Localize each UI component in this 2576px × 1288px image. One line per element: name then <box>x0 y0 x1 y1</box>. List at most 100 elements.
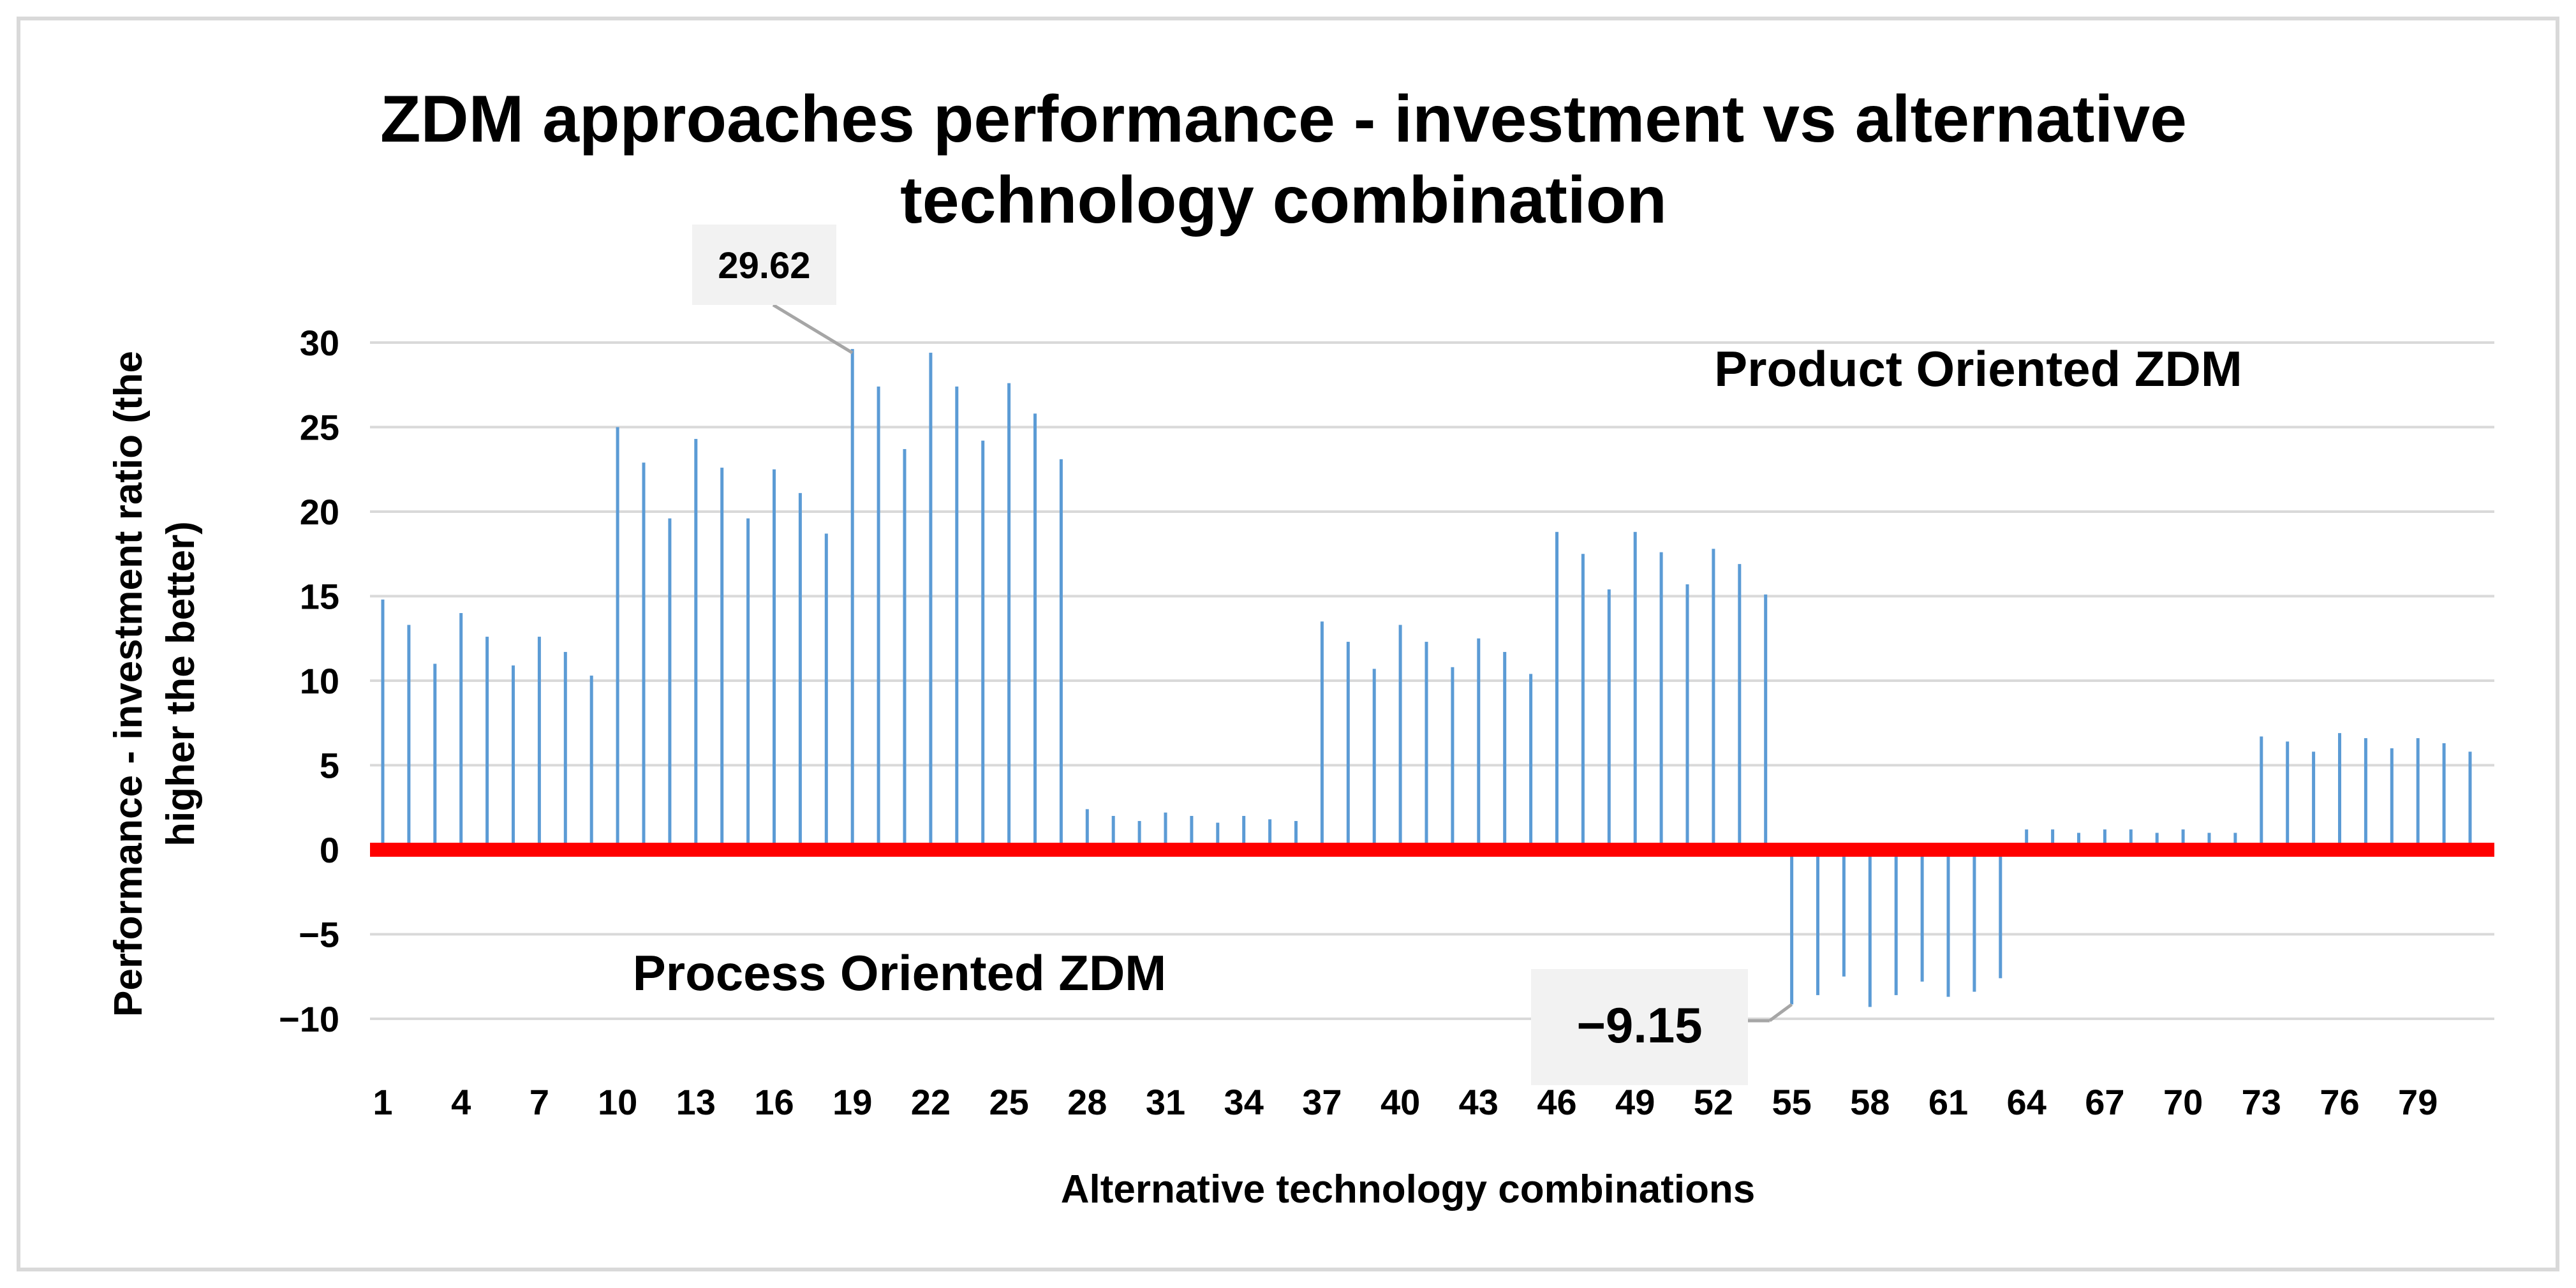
bar-73 <box>2260 736 2263 850</box>
y-tick-label: 30 <box>300 323 339 363</box>
bar-12 <box>668 518 672 850</box>
bar-75 <box>2312 751 2316 850</box>
chart-title-line-1: ZDM approaches performance - investment … <box>380 82 2187 156</box>
x-tick-label: 61 <box>1928 1082 1968 1122</box>
chart-title-line-2: technology combination <box>900 163 1667 237</box>
bar-40 <box>1398 625 1402 850</box>
bar-66 <box>2077 833 2080 850</box>
bar-46 <box>1555 531 1558 850</box>
bar-30 <box>1137 820 1141 850</box>
bar-77 <box>2364 738 2367 850</box>
bar-13 <box>694 439 698 850</box>
bar-54 <box>1764 594 1768 850</box>
bar-56 <box>1816 850 1819 995</box>
callout-max: 29.62 <box>692 225 854 355</box>
gridlines <box>370 341 2494 1020</box>
bar-31 <box>1164 812 1167 850</box>
x-tick-label: 70 <box>2163 1082 2203 1122</box>
bar-32 <box>1190 816 1194 850</box>
bar-7 <box>537 637 541 850</box>
bar-33 <box>1216 822 1220 850</box>
x-tick-label: 28 <box>1067 1082 1107 1122</box>
x-tick-label: 40 <box>1381 1082 1420 1122</box>
y-tick-label: 5 <box>320 746 339 786</box>
y-tick-labels: 30 25 20 15 10 5 0 −5 −10 <box>279 323 339 1039</box>
x-tick-label: 49 <box>1615 1082 1655 1122</box>
bar-9 <box>589 676 593 850</box>
bar-58 <box>1868 850 1872 1007</box>
bar-44 <box>1503 651 1507 850</box>
bar-16 <box>773 469 776 850</box>
bar-62 <box>1973 850 1976 992</box>
y-tick-label: −10 <box>279 999 339 1039</box>
bar-3 <box>433 663 437 850</box>
bar-35 <box>1268 819 1272 850</box>
y-tick-label: −5 <box>299 915 339 955</box>
bar-49 <box>1633 531 1637 850</box>
bar-38 <box>1346 642 1350 850</box>
bar-26 <box>1033 413 1037 850</box>
bar-61 <box>1946 850 1950 997</box>
chart-frame: 30 25 20 15 10 5 0 −5 −10 1 4 7 10 13 16 19 22 25 28 31 34 3… <box>17 17 2559 1271</box>
x-tick-label: 31 <box>1146 1082 1185 1122</box>
x-tick-label: 4 <box>451 1082 471 1122</box>
bar-42 <box>1451 667 1455 850</box>
bar-28 <box>1085 809 1089 850</box>
bar-57 <box>1842 850 1846 977</box>
bar-25 <box>1007 383 1011 850</box>
bar-41 <box>1425 642 1428 850</box>
y-tick-label: 0 <box>320 830 339 870</box>
bar-47 <box>1581 554 1585 850</box>
bar-80 <box>2442 743 2446 850</box>
bar-72 <box>2233 833 2237 850</box>
bar-19 <box>850 349 854 850</box>
x-tick-label: 1 <box>373 1082 392 1122</box>
bar-43 <box>1477 638 1481 850</box>
bar-20 <box>877 386 880 850</box>
annotation-process-oriented: Process Oriented ZDM <box>633 945 1167 1001</box>
bar-39 <box>1372 669 1376 850</box>
bar-50 <box>1659 552 1663 850</box>
y-tick-label: 25 <box>300 408 339 448</box>
bar-18 <box>824 533 828 850</box>
bar-4 <box>459 613 463 850</box>
bar-10 <box>616 427 619 850</box>
bar-53 <box>1738 564 1742 850</box>
x-tick-label: 22 <box>911 1082 951 1122</box>
bar-27 <box>1059 459 1063 850</box>
bar-64 <box>2025 829 2029 850</box>
x-tick-label: 73 <box>2242 1082 2281 1122</box>
bar-17 <box>798 492 802 850</box>
bar-1 <box>381 599 385 850</box>
x-tick-label: 46 <box>1537 1082 1576 1122</box>
x-tick-label: 43 <box>1459 1082 1499 1122</box>
x-tick-label: 67 <box>2085 1082 2124 1122</box>
bar-65 <box>2051 829 2055 850</box>
bar-15 <box>746 518 750 850</box>
y-tick-label: 20 <box>300 492 339 532</box>
callout-max-box <box>692 225 836 305</box>
x-axis-title: Alternative technology combinations <box>1061 1167 1756 1211</box>
bars <box>381 349 2472 1007</box>
annotation-product-oriented: Product Oriented ZDM <box>1714 341 2242 397</box>
bar-59 <box>1894 850 1898 995</box>
bar-22 <box>929 352 933 850</box>
x-tick-label: 16 <box>754 1082 794 1122</box>
bar-36 <box>1294 820 1298 850</box>
callout-max-label: 29.62 <box>718 245 810 286</box>
chart: 30 25 20 15 10 5 0 −5 −10 1 4 7 10 13 16 19 22 25 28 31 34 3… <box>107 82 2494 1211</box>
bar-45 <box>1529 674 1533 850</box>
bar-67 <box>2103 829 2106 850</box>
bar-69 <box>2155 833 2159 850</box>
bar-70 <box>2181 829 2185 850</box>
x-tick-label: 34 <box>1224 1082 1264 1122</box>
bar-11 <box>642 463 646 850</box>
bar-24 <box>981 440 985 850</box>
callout-min-box <box>1531 969 1748 1085</box>
callout-min-leader-tail <box>1768 1003 1793 1023</box>
bar-14 <box>720 468 724 850</box>
bar-48 <box>1607 589 1611 850</box>
bar-52 <box>1712 549 1715 850</box>
x-tick-label: 10 <box>598 1082 637 1122</box>
callout-max-leader <box>772 303 854 355</box>
